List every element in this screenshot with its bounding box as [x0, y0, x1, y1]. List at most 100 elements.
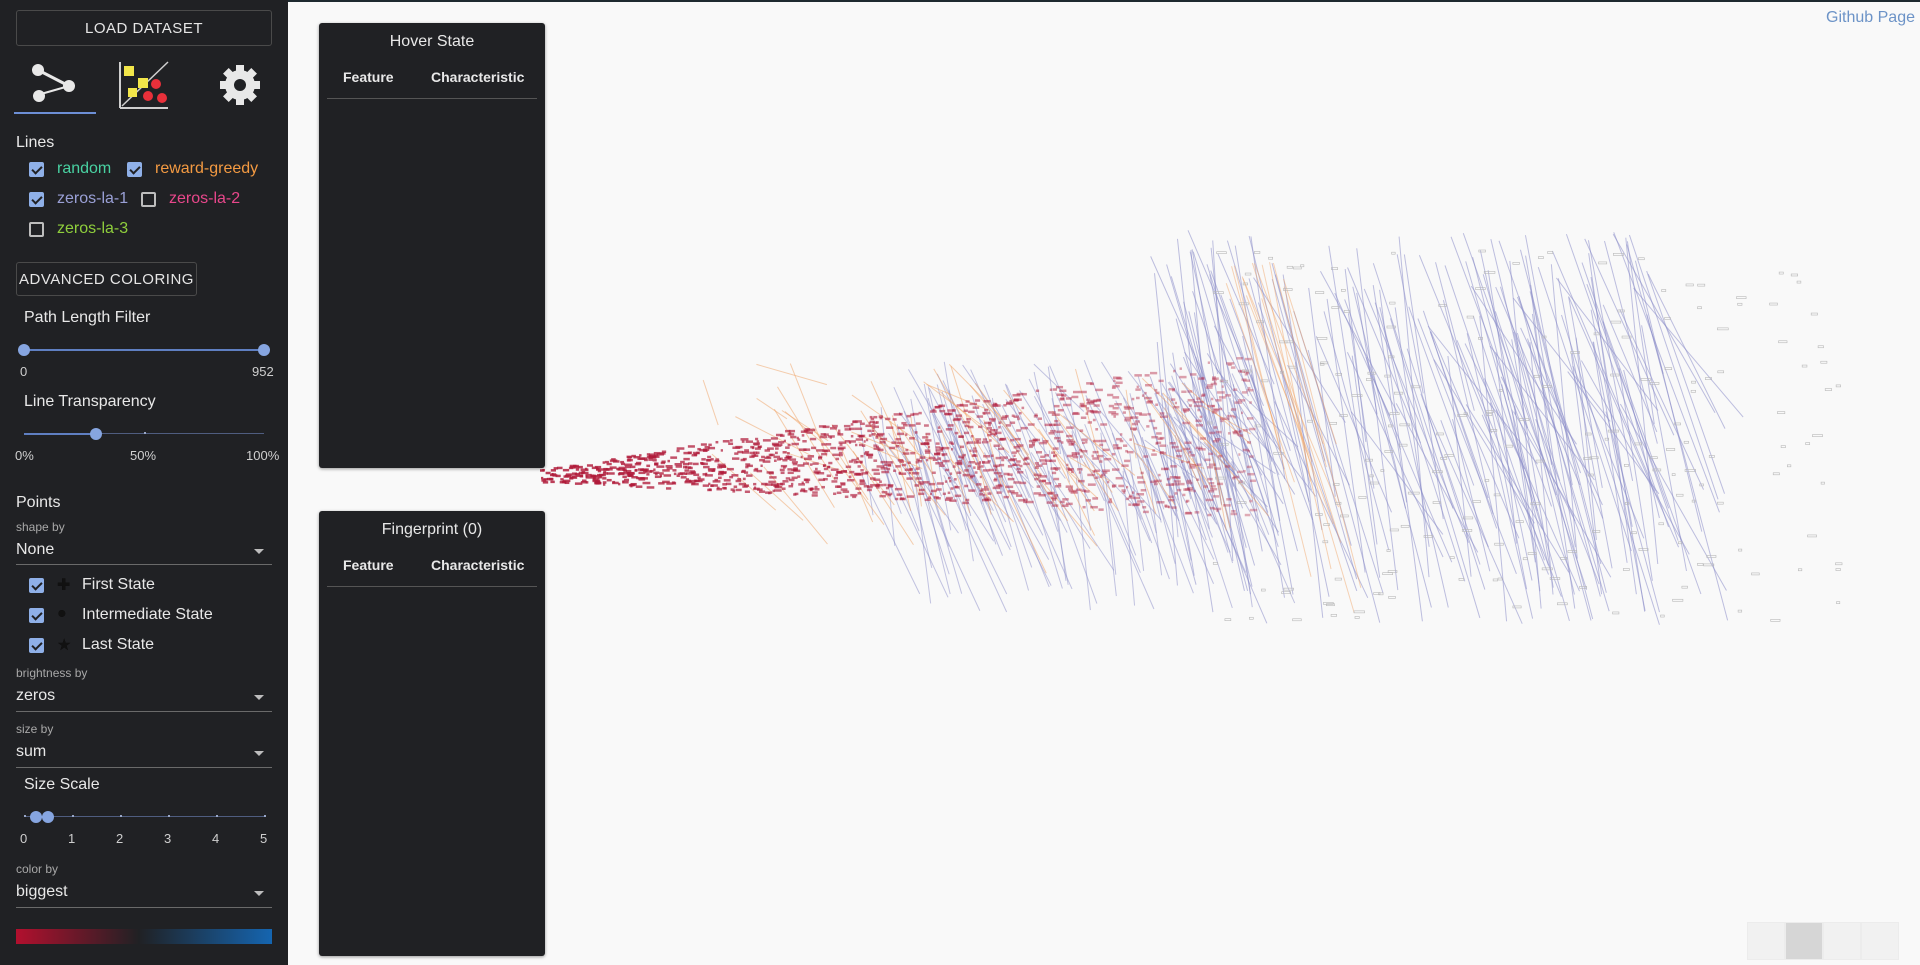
state-label[interactable]: First State	[82, 576, 155, 593]
trajectory-line	[1482, 274, 1529, 429]
state-point	[854, 427, 863, 431]
trajectory-line	[1271, 278, 1358, 580]
size-scale-high-thumb[interactable]	[42, 811, 54, 823]
state-point	[834, 485, 842, 488]
state-point	[981, 440, 989, 444]
trajectory-line	[1350, 411, 1444, 535]
state-point	[843, 424, 851, 428]
state-point	[803, 448, 811, 451]
state-point	[764, 483, 773, 486]
size-scale-track[interactable]	[24, 816, 264, 817]
line-checkbox-zeros-la-1[interactable]	[29, 192, 44, 207]
line-label-random[interactable]: random	[57, 160, 112, 177]
github-page-link[interactable]: Github Page	[1826, 9, 1915, 26]
state-point	[1166, 477, 1171, 481]
state-point	[950, 487, 954, 490]
state-point	[1157, 437, 1163, 441]
state-point	[879, 441, 886, 444]
state-point	[1369, 474, 1374, 478]
state-checkbox[interactable]	[29, 608, 44, 623]
transparency-track[interactable]	[96, 433, 264, 434]
zoom-fit-icon[interactable]	[1747, 922, 1785, 960]
state-label[interactable]: Last State	[82, 636, 155, 653]
state-point	[829, 427, 838, 430]
state-point	[1184, 441, 1192, 445]
state-point	[890, 492, 893, 496]
chevron-down-icon[interactable]	[254, 751, 264, 756]
path-length-max-thumb[interactable]	[258, 344, 270, 356]
minus-icon[interactable]	[1861, 922, 1899, 960]
state-point	[568, 466, 574, 470]
state-point	[870, 483, 877, 487]
state-point	[1062, 403, 1071, 407]
shape-by-select[interactable]: None	[16, 541, 55, 558]
color-by-select[interactable]: biggest	[16, 883, 68, 900]
trajectory-line	[1241, 276, 1334, 525]
path-length-track[interactable]	[24, 349, 264, 351]
state-point	[602, 483, 606, 486]
state-point	[833, 492, 837, 496]
line-checkbox-zeros-la-3[interactable]	[29, 222, 44, 237]
state-point	[700, 462, 705, 465]
state-point	[722, 440, 730, 443]
state-point	[1071, 453, 1078, 457]
state-point	[648, 458, 653, 461]
advanced-coloring-button[interactable]: ADVANCED COLORING	[16, 262, 197, 296]
state-point	[714, 459, 720, 463]
state-point	[1640, 378, 1651, 381]
state-point	[1159, 451, 1164, 454]
state-point	[1777, 411, 1786, 414]
chevron-down-icon[interactable]	[254, 549, 264, 554]
size-scale-low-thumb[interactable]	[30, 811, 42, 823]
trajectory-line	[858, 441, 923, 470]
state-point	[1210, 485, 1216, 488]
chevron-down-icon[interactable]	[254, 695, 264, 700]
select-icon[interactable]	[1823, 922, 1861, 960]
pan-icon[interactable]	[1785, 922, 1823, 960]
line-label-zeros-la-1[interactable]: zeros-la-1	[57, 190, 129, 207]
state-point	[1319, 362, 1325, 366]
transparency-thumb[interactable]	[90, 428, 102, 440]
path-length-min-thumb[interactable]	[18, 344, 30, 356]
state-point	[1102, 448, 1110, 452]
projection-canvas[interactable]	[288, 0, 1920, 965]
state-point	[564, 481, 570, 485]
tab-points[interactable]	[104, 58, 184, 114]
transparency-fill[interactable]	[24, 433, 96, 435]
state-point	[1238, 434, 1244, 437]
trajectory-line	[1236, 389, 1299, 448]
state-point	[830, 468, 839, 471]
state-point	[957, 459, 962, 463]
chevron-down-icon[interactable]	[254, 891, 264, 896]
line-checkbox-zeros-la-2[interactable]	[141, 192, 156, 207]
state-point	[1492, 578, 1498, 582]
state-point	[916, 458, 920, 462]
state-point	[861, 444, 866, 447]
line-label-zeros-la-2[interactable]: zeros-la-2	[169, 190, 241, 207]
state-point	[638, 471, 646, 475]
state-point	[666, 467, 673, 470]
load-dataset-button[interactable]: LOAD DATASET	[16, 10, 272, 46]
state-point	[908, 424, 916, 427]
state-label[interactable]: Intermediate State	[82, 606, 213, 623]
line-label-reward-greedy[interactable]: reward-greedy	[155, 160, 259, 177]
state-checkbox[interactable]	[29, 578, 44, 593]
brightness-by-select[interactable]: zeros	[16, 687, 56, 704]
tab-settings[interactable]	[200, 58, 280, 114]
tab-lines[interactable]	[14, 58, 94, 114]
state-point	[818, 478, 825, 482]
line-label-zeros-la-3[interactable]: zeros-la-3	[57, 220, 129, 237]
state-point	[1144, 374, 1150, 377]
state-point	[1085, 440, 1088, 444]
state-checkbox[interactable]	[29, 638, 44, 653]
state-point	[886, 467, 891, 471]
trajectory-line	[1049, 365, 1089, 455]
state-point	[1018, 411, 1022, 415]
state-point	[997, 483, 1002, 487]
size-by-select[interactable]: sum	[16, 743, 47, 760]
line-checkbox-random[interactable]	[29, 162, 44, 177]
state-point	[674, 463, 682, 466]
state-point	[1388, 424, 1393, 428]
line-checkbox-reward-greedy[interactable]	[127, 162, 142, 177]
state-point	[1207, 477, 1213, 481]
